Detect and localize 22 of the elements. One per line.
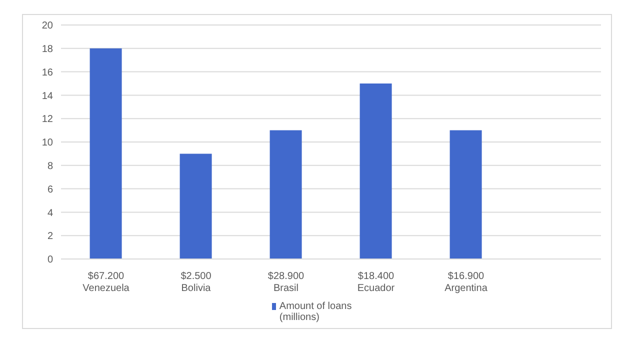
y-tick-label: 4 bbox=[47, 208, 54, 219]
bar bbox=[180, 154, 212, 259]
y-tick-label: 20 bbox=[42, 20, 54, 32]
y-tick-label: 18 bbox=[42, 44, 54, 55]
y-tick-label: 10 bbox=[42, 138, 54, 149]
x-tick-label: $67.200 Venezuela bbox=[82, 271, 130, 294]
y-tick-label: 12 bbox=[42, 114, 54, 126]
legend-label: Amount of loans (millions) bbox=[279, 301, 352, 323]
bar bbox=[450, 130, 482, 259]
y-tick-label: 14 bbox=[42, 90, 54, 102]
bar bbox=[270, 130, 302, 259]
x-tick-label: $18.400 Ecuador bbox=[357, 271, 396, 294]
y-tick-label: 2 bbox=[47, 231, 54, 242]
bar bbox=[360, 84, 392, 259]
x-tick-label: $16.900 Argentina bbox=[444, 271, 488, 294]
y-tick-label: 0 bbox=[47, 254, 54, 266]
x-tick-label: $28.900 Brasil bbox=[268, 271, 305, 294]
y-tick-label: 8 bbox=[47, 160, 54, 172]
y-tick-label: 16 bbox=[42, 67, 54, 78]
x-tick-label: $2.500 Bolivia bbox=[180, 271, 212, 294]
bar bbox=[90, 48, 122, 259]
y-tick-label: 6 bbox=[47, 184, 54, 196]
